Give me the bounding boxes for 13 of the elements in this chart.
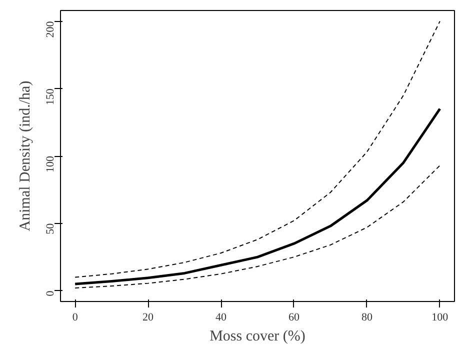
y-axis-title: Animal Density (ind./ha) [18,80,34,232]
x-tick-label: 40 [216,312,228,324]
x-tick-label: 80 [361,312,373,324]
x-tick-label: 0 [72,312,78,324]
x-axis-title: Moss cover (%) [210,328,306,344]
x-tick-label: 60 [288,312,300,324]
y-tick-label: 100 [44,156,56,172]
y-tick-label: 200 [44,20,56,38]
x-tick-label: 100 [432,312,449,324]
y-tick-label: 50 [44,222,56,234]
x-tick-label: 20 [142,312,154,324]
y-tick-label: 150 [44,88,56,106]
y-tick-label: 0 [44,290,56,296]
